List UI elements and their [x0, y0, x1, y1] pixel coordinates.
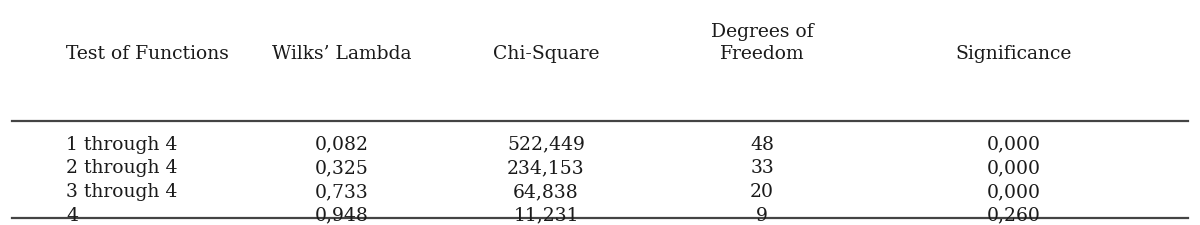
Text: 0,948: 0,948	[316, 206, 368, 224]
Text: Chi-Square: Chi-Square	[493, 45, 599, 63]
Text: 1 through 4: 1 through 4	[66, 135, 178, 153]
Text: 2 through 4: 2 through 4	[66, 159, 178, 177]
Text: Degrees of
Freedom: Degrees of Freedom	[710, 23, 814, 63]
Text: 33: 33	[750, 159, 774, 177]
Text: 9: 9	[756, 206, 768, 224]
Text: 4: 4	[66, 206, 78, 224]
Text: 0,000: 0,000	[986, 159, 1042, 177]
Text: 11,231: 11,231	[514, 206, 578, 224]
Text: 0,325: 0,325	[316, 159, 368, 177]
Text: 0,733: 0,733	[316, 182, 368, 200]
Text: 0,000: 0,000	[986, 135, 1042, 153]
Text: Significance: Significance	[956, 45, 1072, 63]
Text: Wilks’ Lambda: Wilks’ Lambda	[272, 45, 412, 63]
Text: 48: 48	[750, 135, 774, 153]
Text: 20: 20	[750, 182, 774, 200]
Text: 234,153: 234,153	[508, 159, 584, 177]
Text: 522,449: 522,449	[508, 135, 584, 153]
Text: 0,082: 0,082	[314, 135, 370, 153]
Text: 64,838: 64,838	[514, 182, 578, 200]
Text: Test of Functions: Test of Functions	[66, 45, 229, 63]
Text: 0,000: 0,000	[986, 182, 1042, 200]
Text: 0,260: 0,260	[988, 206, 1040, 224]
Text: 3 through 4: 3 through 4	[66, 182, 178, 200]
